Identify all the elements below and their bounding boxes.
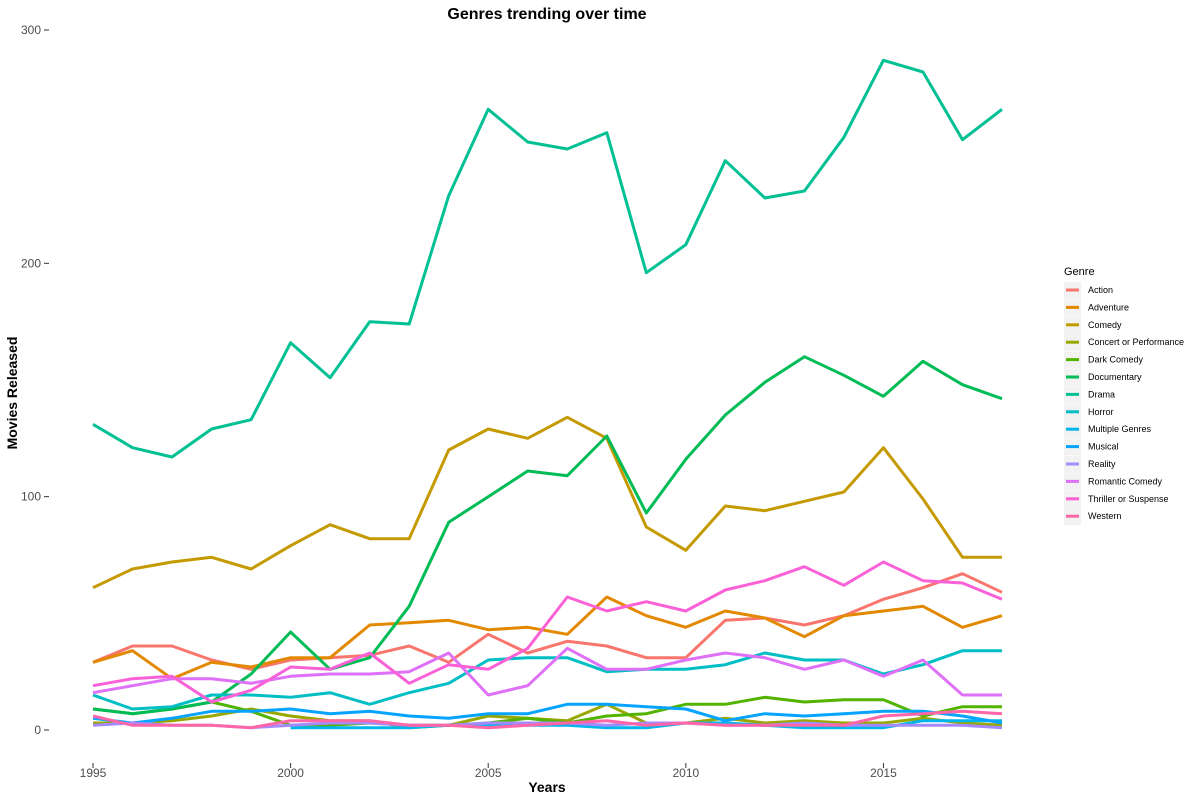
legend-item-concert-or-performance: Concert or Performance — [1064, 334, 1184, 352]
y-tick-label: 300 — [21, 23, 41, 37]
legend-item-musical: Musical — [1064, 438, 1119, 456]
x-tick-label: 1995 — [80, 766, 107, 780]
legend-label: Romantic Comedy — [1088, 476, 1163, 486]
series-line-romantic-comedy — [92, 646, 1002, 697]
legend-item-reality: Reality — [1064, 456, 1116, 473]
legend-item-drama: Drama — [1064, 386, 1115, 404]
x-axis-title: Years — [528, 779, 566, 795]
series-line-adventure — [92, 595, 1003, 681]
legend: Genre Action Adventure Comedy Concert or Pe… — [1064, 266, 1184, 526]
y-tick-label: 0 — [34, 723, 41, 737]
legend-item-western: Western — [1064, 508, 1121, 526]
legend-item-dark-comedy: Dark Comedy — [1064, 351, 1144, 369]
legend-item-horror: Horror — [1064, 403, 1114, 421]
legend-label: Reality — [1088, 459, 1116, 469]
legend-item-multiple-genres: Multiple Genres — [1064, 421, 1152, 439]
x-axis: 1995 2000 2005 2010 2015 — [80, 763, 897, 780]
legend-item-adventure: Adventure — [1064, 299, 1129, 317]
legend-label: Musical — [1088, 442, 1119, 452]
series-line-musical — [92, 702, 1003, 725]
series-line-western — [92, 709, 1003, 730]
legend-item-documentary: Documentary — [1064, 369, 1142, 386]
x-tick-label: 2005 — [475, 766, 502, 780]
series-line-documentary — [92, 355, 1003, 716]
x-tick-label: 2010 — [672, 766, 699, 780]
y-axis-title: Movies Released — [4, 337, 20, 450]
legend-label: Western — [1088, 511, 1121, 521]
legend-title: Genre — [1064, 266, 1095, 278]
y-tick-label: 200 — [21, 256, 41, 270]
series-line-multiple-genres — [290, 719, 1002, 730]
x-tick-label: 2000 — [277, 766, 304, 780]
series-line-comedy — [92, 415, 1002, 590]
legend-label: Thriller or Suspense — [1088, 494, 1169, 504]
y-tick-label: 100 — [21, 490, 41, 504]
legend-item-romantic-comedy: Romantic Comedy — [1064, 473, 1163, 491]
legend-item-thriller-or-suspense: Thriller or Suspense — [1064, 490, 1169, 508]
x-tick-label: 2015 — [870, 766, 897, 780]
legend-label: Concert or Performance — [1088, 337, 1184, 347]
legend-label: Action — [1088, 285, 1113, 295]
series-line-thriller-or-suspense — [92, 560, 1003, 704]
series-line-dark-comedy — [92, 695, 1002, 727]
series-lines — [92, 58, 1003, 730]
legend-label: Dark Comedy — [1088, 355, 1144, 365]
legend-label: Drama — [1088, 389, 1115, 399]
legend-label: Comedy — [1088, 320, 1122, 330]
legend-label: Horror — [1088, 407, 1114, 417]
legend-label: Adventure — [1088, 302, 1129, 312]
series-line-drama — [92, 58, 1003, 459]
y-axis: 0 100 200 300 — [21, 23, 49, 737]
series-line-action — [92, 572, 1003, 671]
legend-item-comedy: Comedy — [1064, 316, 1122, 334]
legend-label: Documentary — [1088, 372, 1142, 382]
chart-title: Genres trending over time — [447, 6, 646, 23]
legend-label: Multiple Genres — [1088, 424, 1152, 434]
legend-item-action: Action — [1064, 282, 1113, 299]
